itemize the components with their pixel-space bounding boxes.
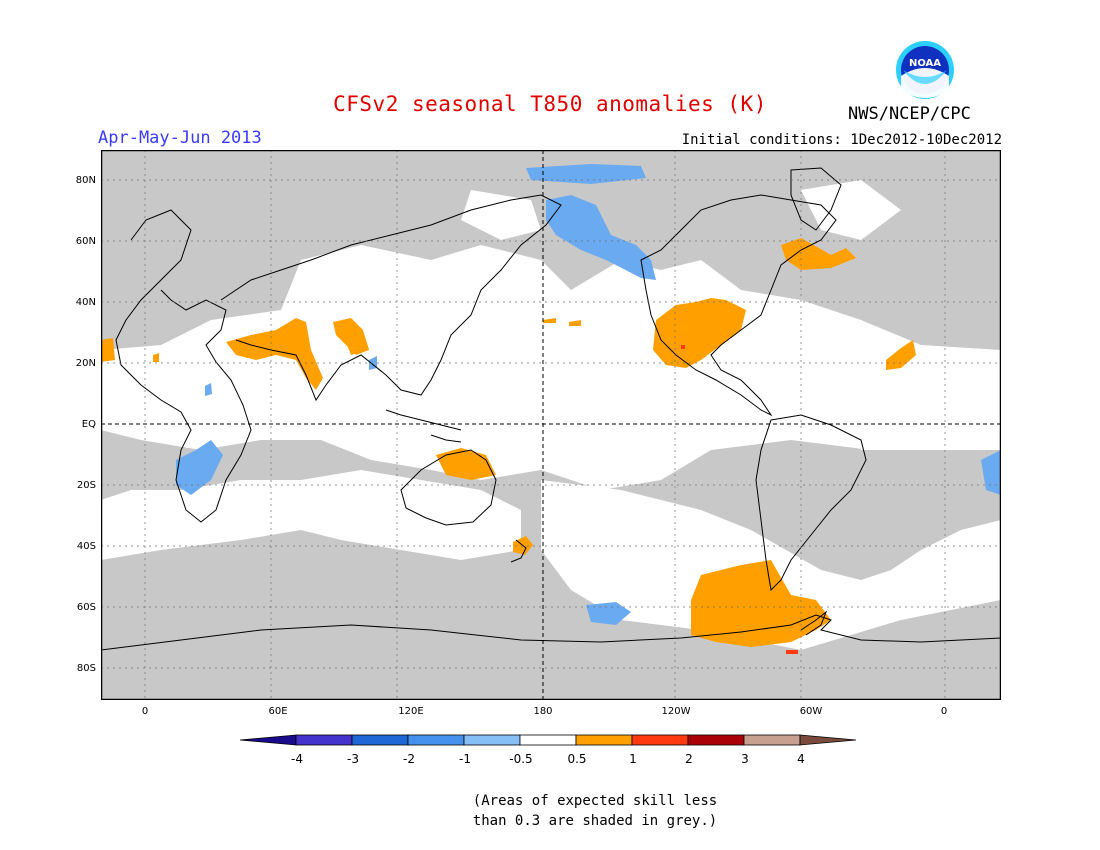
lat-label-60n: 60N [75, 236, 96, 247]
lon-label-60w: 60W [799, 706, 823, 717]
lon-label-60e: 60E [268, 706, 288, 717]
warm-anomaly-regions [101, 238, 916, 647]
legend-swatch [463, 734, 521, 746]
legend-swatch [687, 734, 745, 746]
legend-swatch [799, 734, 857, 746]
legend-swatch [743, 734, 801, 746]
lon-label-0-east: 0 [940, 706, 948, 717]
lat-label-20s: 20S [76, 480, 96, 491]
organization-label: NWS/NCEP/CPC [848, 104, 971, 124]
graticule [101, 150, 1001, 700]
anomaly-map [101, 150, 1001, 700]
skill-note-line-1: (Areas of expected skill less [472, 793, 718, 809]
legend-swatch [407, 734, 465, 746]
legend-label: 4 [797, 752, 805, 766]
equator-and-dateline [101, 150, 1001, 700]
cool-anomaly-regions [176, 164, 1001, 625]
strong-warm-anomaly [786, 650, 798, 654]
lon-label-0: 0 [141, 706, 149, 717]
lat-label-80n: 80N [75, 175, 96, 186]
lon-label-180: 180 [533, 706, 553, 717]
legend-swatch [295, 734, 353, 746]
color-scale-bar [240, 734, 857, 746]
legend-label: 0.5 [567, 752, 587, 766]
lon-label-120w: 120W [661, 706, 691, 717]
legend-swatch [631, 734, 689, 746]
legend-label: -4 [291, 752, 303, 766]
skill-note-line-2: than 0.3 are shaded in grey.) [472, 813, 718, 829]
noaa-logo-icon: NOAA [896, 41, 954, 99]
lat-label-40s: 40S [76, 541, 96, 552]
legend-swatch [351, 734, 409, 746]
strong-warm-anomaly [681, 345, 685, 349]
lat-label-40n: 40N [75, 297, 96, 308]
season-label: Apr-May-Jun 2013 [98, 128, 262, 148]
legend-label: 2 [685, 752, 693, 766]
legend-label: -3 [347, 752, 359, 766]
legend-label: 3 [741, 752, 749, 766]
noaa-logo-text: NOAA [909, 58, 941, 69]
map-title: CFSv2 seasonal T850 anomalies (K) [333, 92, 767, 116]
lat-label-80s: 80S [76, 663, 96, 674]
legend-label: 1 [629, 752, 637, 766]
lat-label-60s: 60S [76, 602, 96, 613]
map-border [101, 150, 1001, 700]
initial-conditions-label: Initial conditions: 1Dec2012-10Dec2012 [681, 132, 1002, 148]
legend-label: -1 [459, 752, 471, 766]
lat-label-20n: 20N [75, 358, 96, 369]
legend-swatch [575, 734, 633, 746]
legend-swatch [519, 734, 577, 746]
lat-label-eq: EQ [81, 419, 96, 430]
lon-label-120e: 120E [398, 706, 424, 717]
legend-label: -2 [403, 752, 415, 766]
legend-label: -0.5 [509, 752, 533, 766]
legend-swatch [240, 734, 297, 746]
